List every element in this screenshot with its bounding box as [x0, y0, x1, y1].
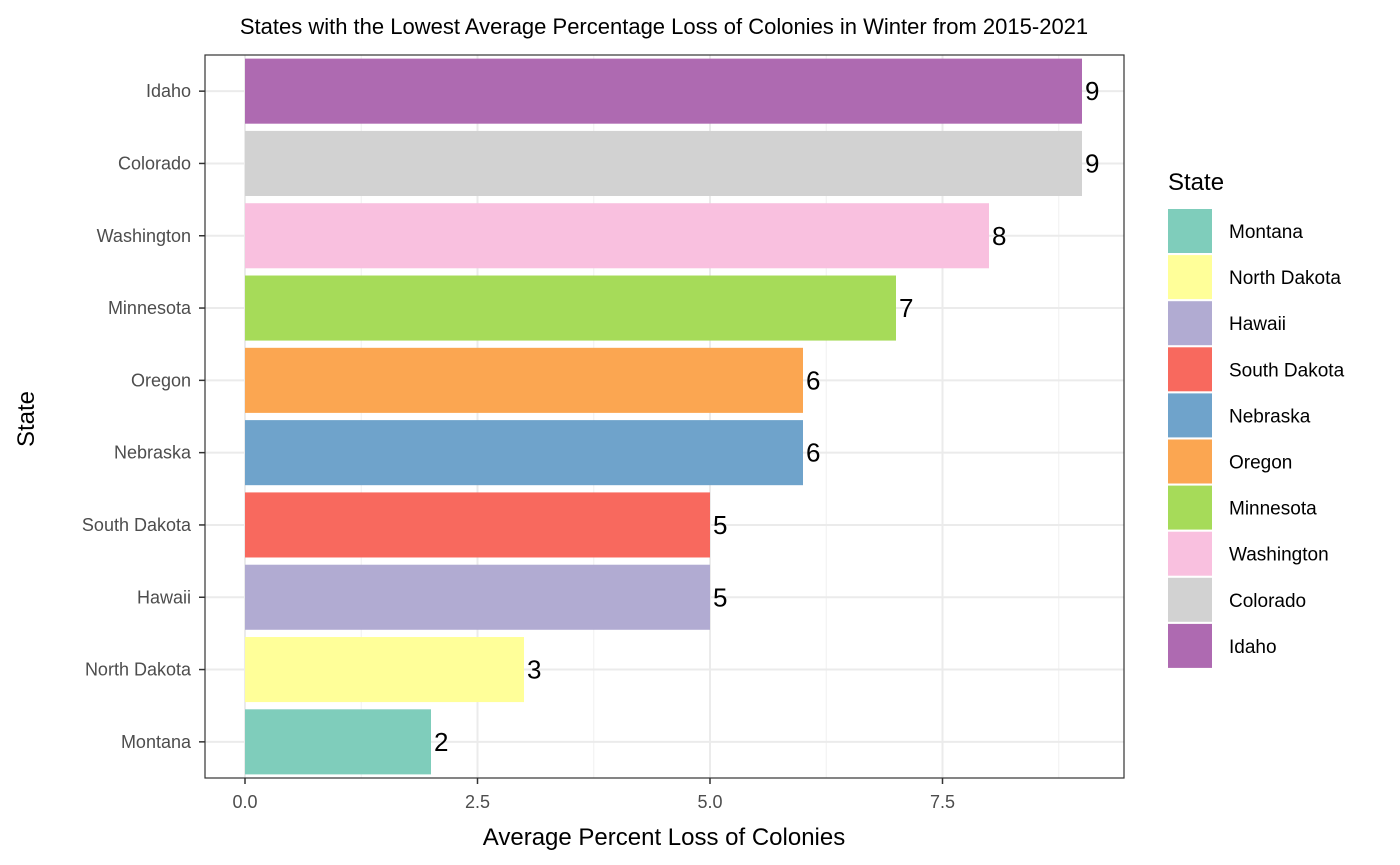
legend-key	[1168, 301, 1212, 346]
legend-label: Minnesota	[1229, 499, 1317, 520]
legend-key	[1168, 623, 1212, 668]
legend-label: South Dakota	[1229, 360, 1345, 381]
data-label: 7	[899, 293, 913, 323]
data-label: 2	[434, 727, 448, 757]
bar-colorado	[245, 130, 1082, 196]
panel-border	[204, 54, 1125, 779]
legend-key	[1168, 209, 1212, 253]
data-label: 8	[992, 221, 1006, 251]
legend-label: Idaho	[1229, 637, 1277, 658]
x-tick-label: 2.5	[465, 792, 490, 812]
y-tick-label: Hawaii	[137, 587, 191, 607]
bar-montana	[245, 709, 431, 775]
data-label: 6	[806, 438, 820, 468]
legend-key	[1168, 255, 1212, 300]
bar-north-dakota	[245, 637, 524, 703]
bar-hawaii	[245, 564, 710, 630]
legend-label: Hawaii	[1229, 314, 1286, 335]
data-label: 5	[713, 582, 727, 612]
bar-south-dakota	[245, 492, 710, 558]
data-label: 9	[1085, 76, 1099, 106]
legend-label: North Dakota	[1229, 268, 1341, 289]
legend-label: Washington	[1229, 545, 1329, 566]
bar-minnesota	[245, 275, 896, 341]
y-tick-label: Washington	[97, 226, 191, 246]
y-tick-label: Colorado	[118, 153, 191, 173]
y-tick-label: Oregon	[131, 370, 191, 390]
x-axis-title: Average Percent Loss of Colonies	[483, 824, 845, 851]
y-tick-label: Minnesota	[108, 298, 192, 318]
legend-label: Montana	[1229, 222, 1303, 243]
x-tick-label: 0.0	[232, 792, 257, 812]
chart-title: States with the Lowest Average Percentag…	[240, 14, 1088, 39]
legend-key	[1168, 439, 1212, 484]
x-tick-label: 5.0	[697, 792, 722, 812]
y-tick-label: South Dakota	[82, 515, 192, 535]
x-axis: 0.0 2.5 5.0 7.5	[232, 778, 955, 812]
bar-nebraska	[245, 420, 803, 486]
data-label: 5	[713, 510, 727, 540]
y-tick-label: Idaho	[146, 81, 191, 101]
data-label: 9	[1085, 148, 1099, 178]
legend-key	[1168, 347, 1212, 392]
legend-title: State	[1168, 169, 1224, 196]
x-tick-label: 7.5	[930, 792, 955, 812]
bar-washington	[245, 203, 989, 269]
legend-label: Nebraska	[1229, 406, 1311, 427]
legend-key	[1168, 531, 1212, 576]
legend-key	[1168, 485, 1212, 530]
legend-key	[1168, 393, 1212, 438]
legend-label: Colorado	[1229, 591, 1306, 612]
legend: State Montana North Dakota Hawaii South Dak…	[1168, 169, 1345, 668]
legend-key	[1168, 577, 1212, 622]
bar-oregon	[245, 347, 803, 413]
y-tick-label: North Dakota	[85, 660, 192, 680]
data-label: 6	[806, 365, 820, 395]
y-tick-label: Nebraska	[114, 443, 192, 463]
data-label: 3	[527, 655, 541, 685]
plot-panel: 2 3 5 5 6 6 7 8 9 9	[204, 54, 1125, 779]
bar-idaho	[245, 58, 1082, 124]
y-tick-label: Montana	[121, 732, 192, 752]
y-axis: Montana North Dakota Hawaii South Dakota Neb…	[82, 81, 205, 752]
y-axis-title: State	[13, 391, 40, 447]
legend-label: Oregon	[1229, 453, 1292, 474]
